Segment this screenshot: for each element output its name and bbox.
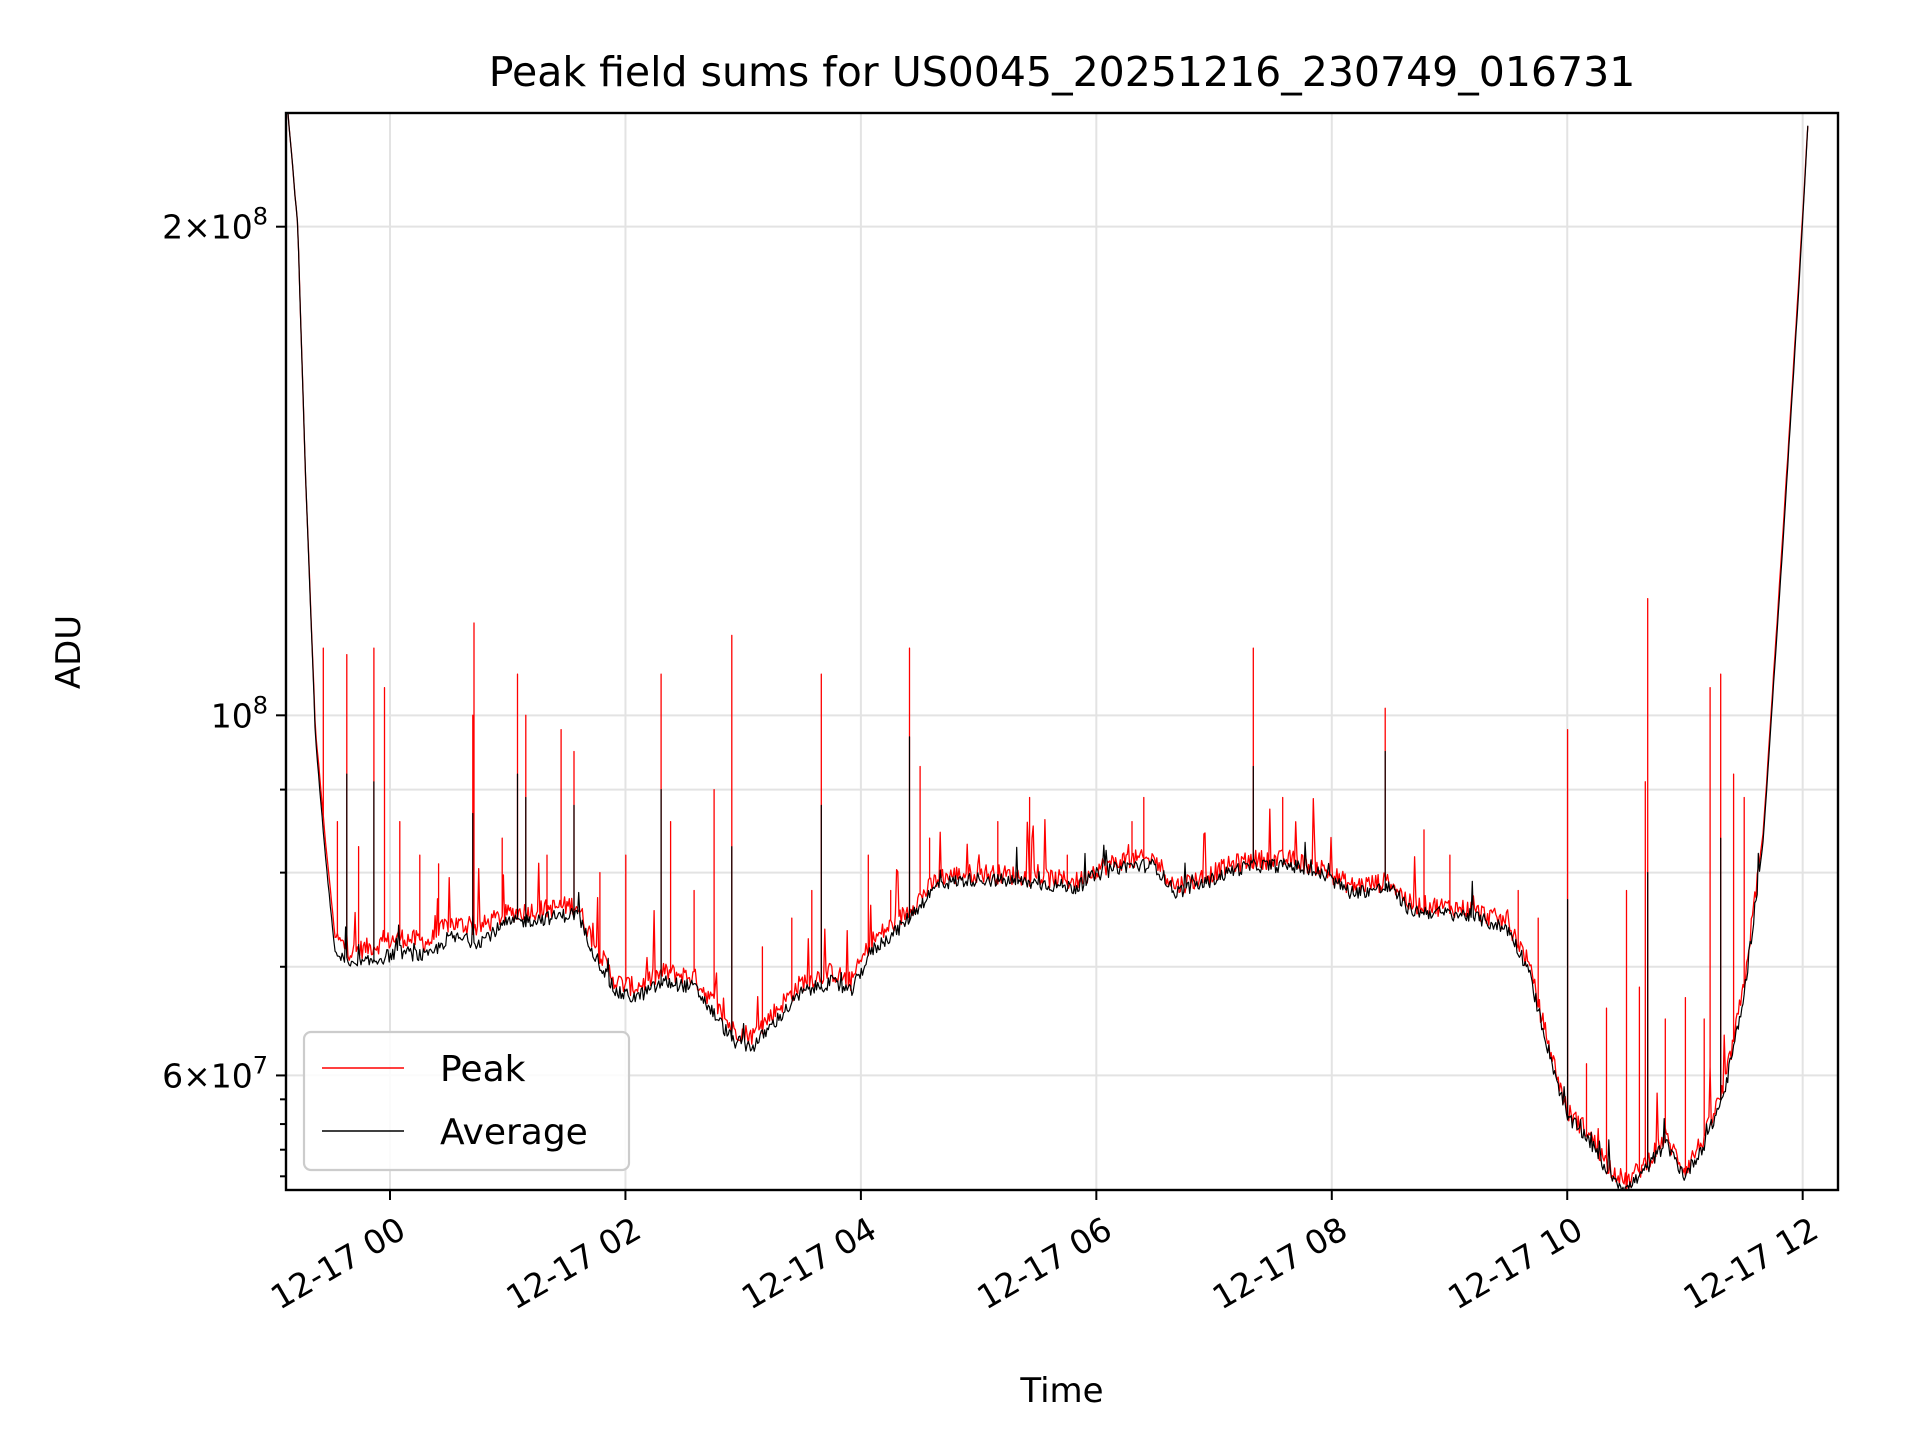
series-layer — [287, 113, 1809, 1190]
series-line-average — [287, 113, 1809, 1190]
chart-title: Peak field sums for US0045_20251216_2307… — [489, 48, 1636, 96]
series-line-peak — [287, 113, 1809, 1190]
y-axis-label: ADU — [49, 615, 89, 689]
plot-frame — [284, 111, 1840, 1192]
x-tick-label: 12-17 06 — [970, 1209, 1118, 1317]
x-tick-label: 12-17 02 — [499, 1209, 647, 1317]
legend-frame — [302, 1030, 631, 1172]
x-tick-label: 12-17 00 — [264, 1209, 412, 1317]
legend: Peak Average — [302, 1030, 631, 1172]
y-tick-label: 6×107 — [162, 1051, 268, 1095]
x-axis-label: Time — [1019, 1371, 1103, 1411]
grid — [286, 113, 1838, 1190]
x-tick-label: 12-17 10 — [1441, 1209, 1589, 1317]
y-tick-label: 108 — [211, 691, 268, 735]
x-tick-label: 12-17 12 — [1677, 1209, 1825, 1317]
y-tick-label: 2×108 — [162, 203, 268, 247]
x-tick-label: 12-17 04 — [735, 1209, 883, 1317]
legend-label-average: Average — [440, 1112, 588, 1153]
x-tick-label: 12-17 08 — [1206, 1209, 1354, 1317]
legend-label-peak: Peak — [440, 1049, 526, 1090]
